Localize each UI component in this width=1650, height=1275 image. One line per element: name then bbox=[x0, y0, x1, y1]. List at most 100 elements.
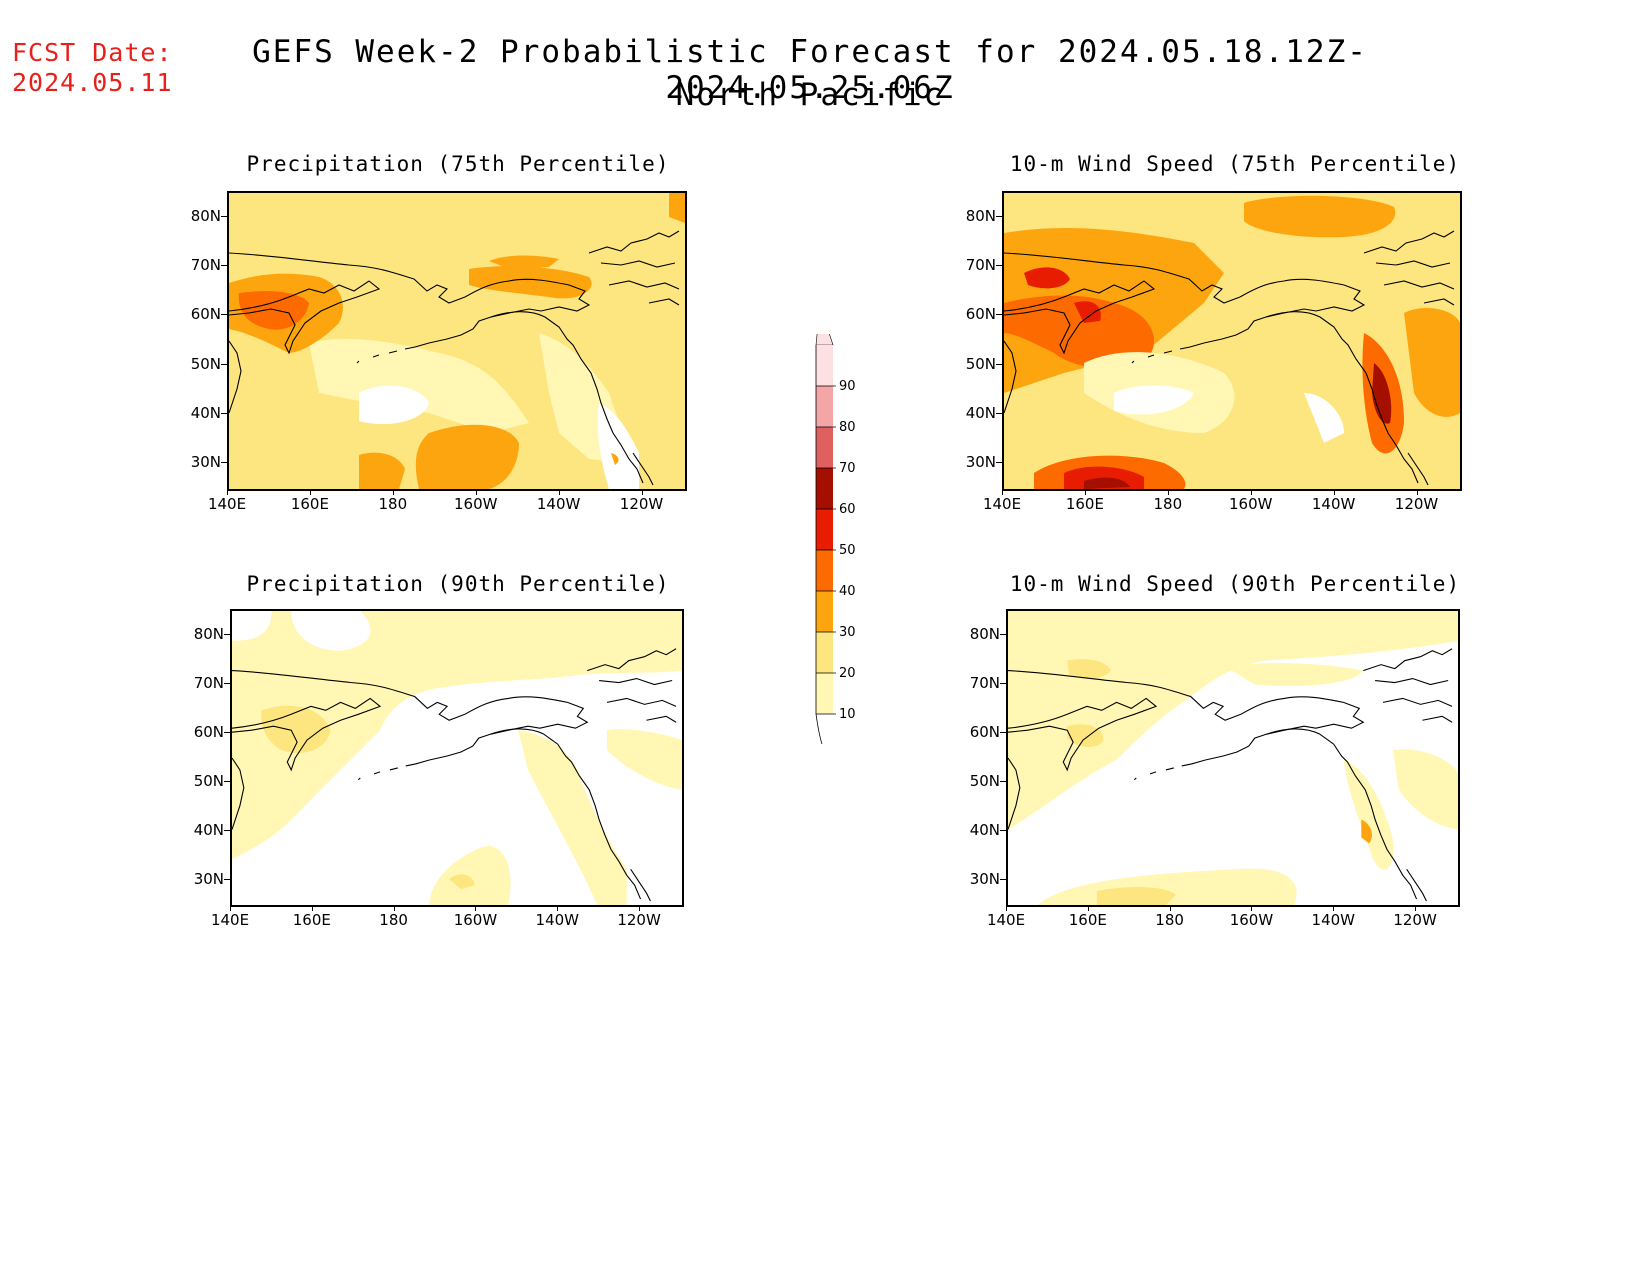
lon-tick bbox=[230, 905, 231, 911]
lat-label: 50N bbox=[965, 354, 996, 373]
lon-label: 140W bbox=[1311, 911, 1355, 929]
map-precip90 bbox=[230, 609, 684, 907]
arctic-islands bbox=[1363, 230, 1455, 306]
forecast-region bbox=[261, 705, 331, 754]
lon-tick bbox=[1333, 489, 1335, 495]
lon-label: 160W bbox=[1228, 495, 1273, 513]
forecast-region bbox=[359, 452, 405, 489]
lat-label: 40N bbox=[969, 820, 1000, 839]
forecast-region bbox=[1084, 477, 1130, 489]
lat-tick bbox=[221, 265, 227, 266]
lon-label: 120W bbox=[1394, 495, 1439, 513]
lat-label: 30N bbox=[193, 869, 224, 888]
lat-tick bbox=[1000, 731, 1006, 733]
lat-tick bbox=[224, 829, 230, 831]
lat-label: 40N bbox=[193, 820, 224, 839]
forecast-region bbox=[1343, 759, 1394, 870]
colorbar-top-cap bbox=[815, 334, 834, 346]
map-precip75 bbox=[227, 191, 687, 491]
lon-label: 120W bbox=[1393, 911, 1437, 929]
forecast-region bbox=[1392, 749, 1458, 830]
forecast-region bbox=[489, 255, 559, 269]
japan-coast bbox=[232, 757, 245, 830]
forecast-region bbox=[232, 611, 682, 860]
forecast-region bbox=[1004, 295, 1154, 369]
siberia-coast bbox=[232, 670, 466, 721]
lat-label: 60N bbox=[965, 305, 996, 324]
lon-label: 140E bbox=[982, 495, 1022, 513]
lat-tick bbox=[996, 265, 1002, 266]
lat-tick bbox=[224, 780, 230, 782]
forecast-region bbox=[1024, 267, 1070, 289]
kamchatka-coast bbox=[232, 697, 382, 772]
colorbar-level-label: 30 bbox=[839, 625, 856, 640]
coastline bbox=[229, 230, 680, 486]
forecast-region bbox=[1404, 308, 1460, 417]
lat-label: 50N bbox=[190, 354, 221, 373]
lon-label: 120W bbox=[619, 495, 664, 513]
lat-label: 80N bbox=[969, 624, 1000, 643]
alaska-coast bbox=[429, 696, 589, 761]
lon-tick bbox=[1002, 489, 1003, 495]
lat-label: 30N bbox=[190, 453, 221, 472]
lon-tick bbox=[475, 489, 477, 495]
lat-label: 70N bbox=[969, 673, 1000, 692]
forecast-region bbox=[607, 729, 682, 790]
siberia-coast bbox=[1004, 252, 1241, 304]
colorbar-swatch bbox=[816, 591, 833, 632]
fcst-date-label: FCST Date: bbox=[12, 38, 173, 67]
colorbar-bottom-cap bbox=[815, 713, 823, 744]
japan-coast bbox=[229, 340, 242, 414]
lon-label: 160W bbox=[1229, 911, 1274, 929]
lat-tick bbox=[996, 314, 1002, 316]
lon-tick bbox=[1006, 905, 1007, 911]
coastline bbox=[232, 648, 677, 902]
colorbar-level-label: 10 bbox=[839, 707, 856, 722]
forecast-region bbox=[291, 611, 371, 651]
coastline bbox=[1008, 648, 1453, 902]
lon-label: 160E bbox=[292, 911, 331, 929]
lat-tick bbox=[221, 413, 227, 414]
fcst-date-line1: FCST Date: 2024.05.11 bbox=[12, 38, 173, 98]
colorbar-level-label: 50 bbox=[839, 543, 856, 558]
colorbar-level-label: 70 bbox=[839, 461, 856, 476]
forecast-region bbox=[1244, 195, 1396, 238]
aleutians bbox=[1133, 759, 1206, 781]
aleutians bbox=[357, 759, 430, 781]
lat-tick bbox=[221, 215, 227, 217]
lat-label: 60N bbox=[190, 305, 221, 324]
panel-title-precip75: Precipitation (75th Percentile) bbox=[246, 152, 670, 176]
kamchatka-coast bbox=[229, 280, 381, 355]
colorbar-level-label: 90 bbox=[839, 379, 856, 394]
lat-tick bbox=[1000, 878, 1006, 880]
map-wind75 bbox=[1002, 191, 1462, 491]
lat-tick bbox=[221, 462, 227, 464]
lon-tick bbox=[393, 905, 395, 911]
lon-tick bbox=[639, 905, 641, 911]
lon-label: 140E bbox=[210, 911, 250, 929]
region-subtitle: North Pacific bbox=[675, 77, 945, 113]
colorbar-swatch bbox=[816, 550, 833, 591]
panel-title-precip90: Precipitation (90th Percentile) bbox=[246, 572, 670, 596]
japan-coast bbox=[1004, 340, 1017, 414]
forecast-region bbox=[429, 845, 511, 905]
lon-tick bbox=[1250, 489, 1252, 495]
panel-title-wind75: 10-m Wind Speed (75th Percentile) bbox=[1009, 152, 1461, 176]
lat-label: 40N bbox=[190, 404, 221, 422]
forecast-region bbox=[669, 193, 685, 223]
forecast-region bbox=[359, 385, 429, 425]
lon-label: 160W bbox=[453, 495, 498, 513]
map-field bbox=[232, 611, 682, 905]
alaska-coast bbox=[428, 278, 591, 344]
lat-tick bbox=[224, 682, 230, 684]
forecast-region bbox=[611, 453, 619, 465]
lon-tick bbox=[309, 489, 311, 495]
lon-label: 160E bbox=[1068, 911, 1107, 929]
forecast-region bbox=[1096, 887, 1176, 905]
lon-tick bbox=[641, 489, 643, 495]
northamerica-coast bbox=[1265, 311, 1419, 484]
panel-title-wind90: 10-m Wind Speed (90th Percentile) bbox=[1009, 572, 1461, 596]
lon-tick bbox=[1251, 905, 1253, 911]
forecast-region bbox=[415, 424, 519, 489]
lat-label: 80N bbox=[190, 206, 221, 225]
